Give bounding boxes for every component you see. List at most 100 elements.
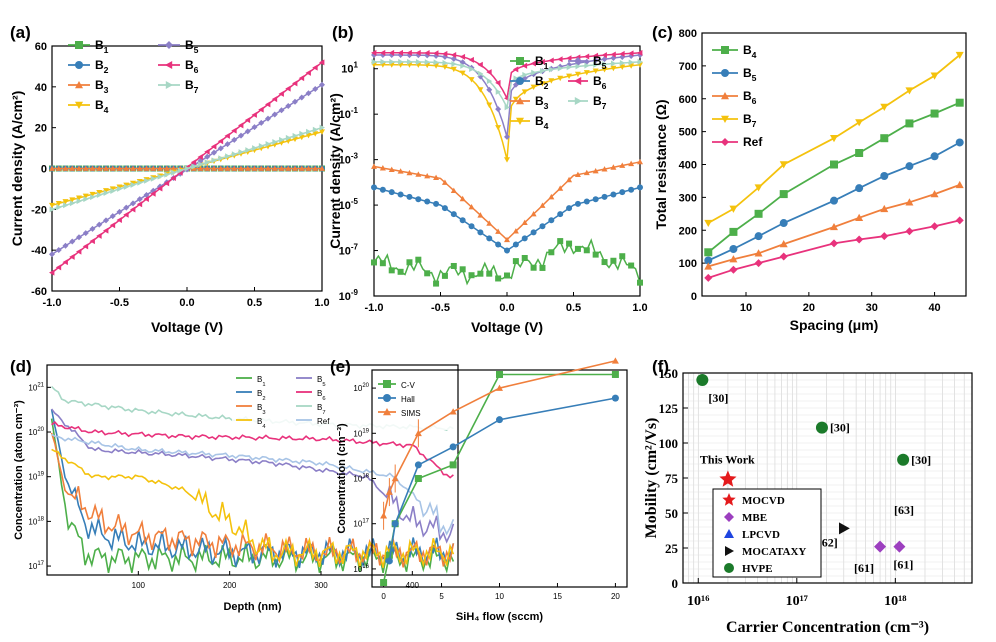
data-point: [611, 394, 619, 402]
data-point: [729, 227, 738, 236]
data-point: [504, 247, 510, 254]
data-point: [521, 254, 528, 261]
x-tick-label: 0: [381, 592, 386, 601]
data-point: [305, 165, 312, 171]
data-point: [619, 59, 626, 66]
legend-label: B4: [95, 98, 109, 115]
data-point: [815, 421, 828, 434]
data-point: [441, 205, 448, 212]
legend-label: SIMS: [401, 409, 421, 418]
legend-label: B7: [317, 403, 326, 416]
data-point: [930, 109, 939, 118]
data-point: [371, 58, 377, 65]
data-point: [610, 65, 617, 72]
data-point: [637, 49, 643, 56]
panel-b: (b) -1.0 -0.5 0.0 0.5 1.0 101 10-1 10-3 10-5 10-7 1…: [327, 23, 648, 335]
y-tick-label: 300: [679, 192, 697, 204]
data-point: [637, 58, 643, 65]
data-point: [855, 235, 864, 244]
data-point: [719, 470, 737, 487]
data-point: [442, 59, 448, 66]
x-tick-label: -0.5: [431, 302, 450, 314]
data-point: [450, 211, 457, 218]
legend-label: B2: [95, 58, 109, 75]
data-point: [285, 102, 292, 109]
data-point: [601, 67, 608, 73]
y-axis-title: Current density (A/cm²): [327, 93, 343, 249]
data-point: [539, 202, 546, 208]
data-point: [557, 56, 563, 63]
legend-label: B2: [257, 389, 266, 402]
data-point: [521, 219, 528, 225]
data-point: [379, 165, 386, 171]
data-point: [905, 162, 914, 171]
data-point: [880, 134, 889, 143]
legend-label: B6: [593, 74, 607, 91]
legend-label: B4: [743, 43, 757, 60]
data-point: [415, 58, 422, 65]
data-point: [319, 129, 325, 135]
data-point: [424, 198, 431, 205]
data-point: [415, 196, 422, 203]
legend-label: C-V: [401, 381, 415, 390]
data-point: [136, 196, 143, 203]
series-line: [51, 433, 455, 536]
y-axis-title: Concentration (atom cm⁻³): [13, 400, 25, 540]
panel-label: (f): [652, 357, 669, 376]
panel-label: (b): [332, 23, 354, 42]
data-point: [754, 232, 763, 241]
data-point: [592, 196, 599, 203]
legend-label: B6: [185, 58, 199, 75]
y-tick-label: 1021: [28, 382, 44, 392]
legend-label: B4: [535, 114, 549, 131]
y-tick-label: 150: [659, 366, 679, 381]
point-label: [62]: [818, 535, 838, 549]
data-point: [238, 149, 244, 156]
y-tick-label: 1016: [353, 564, 369, 574]
data-point: [495, 275, 502, 282]
data-point: [171, 169, 177, 176]
data-point: [130, 200, 136, 207]
data-point: [566, 176, 573, 183]
data-point: [312, 165, 319, 171]
data-point: [204, 153, 211, 160]
x-tick-label: 0.0: [499, 302, 514, 314]
data-point: [83, 196, 89, 203]
data-point: [238, 132, 244, 139]
data-point: [468, 203, 475, 210]
data-point: [184, 165, 190, 172]
legend-label: HVPE: [742, 563, 773, 575]
x-tick-label: 0.0: [179, 297, 194, 309]
legend-label: B3: [95, 78, 109, 95]
data-point: [601, 166, 608, 172]
data-point: [779, 219, 788, 228]
data-point: [619, 189, 626, 196]
data-point: [117, 185, 123, 192]
data-point: [285, 134, 292, 141]
x-tick-label: 0.5: [566, 302, 581, 314]
data-point: [955, 216, 964, 225]
data-point: [298, 165, 305, 171]
data-point: [450, 187, 457, 194]
legend-label: B1: [95, 38, 109, 55]
data-point: [504, 133, 510, 140]
data-point: [116, 217, 122, 224]
data-point: [285, 165, 292, 171]
data-point: [880, 232, 889, 241]
y-tick-label: -60: [31, 286, 47, 298]
y-tick-label: 50: [665, 506, 678, 521]
data-point: [415, 49, 421, 56]
data-point: [191, 163, 197, 170]
data-point: [245, 147, 251, 154]
x-tick-label: 15: [553, 592, 562, 601]
data-point: [539, 81, 546, 87]
data-point: [504, 157, 510, 163]
y-tick-label: 400: [679, 160, 697, 172]
series-line: [373, 161, 641, 241]
legend-label: Ref: [743, 135, 763, 149]
data-point: [398, 58, 404, 65]
data-point: [468, 272, 475, 279]
data-point: [198, 161, 204, 168]
data-point: [69, 197, 76, 203]
panel-label: (e): [330, 357, 351, 376]
